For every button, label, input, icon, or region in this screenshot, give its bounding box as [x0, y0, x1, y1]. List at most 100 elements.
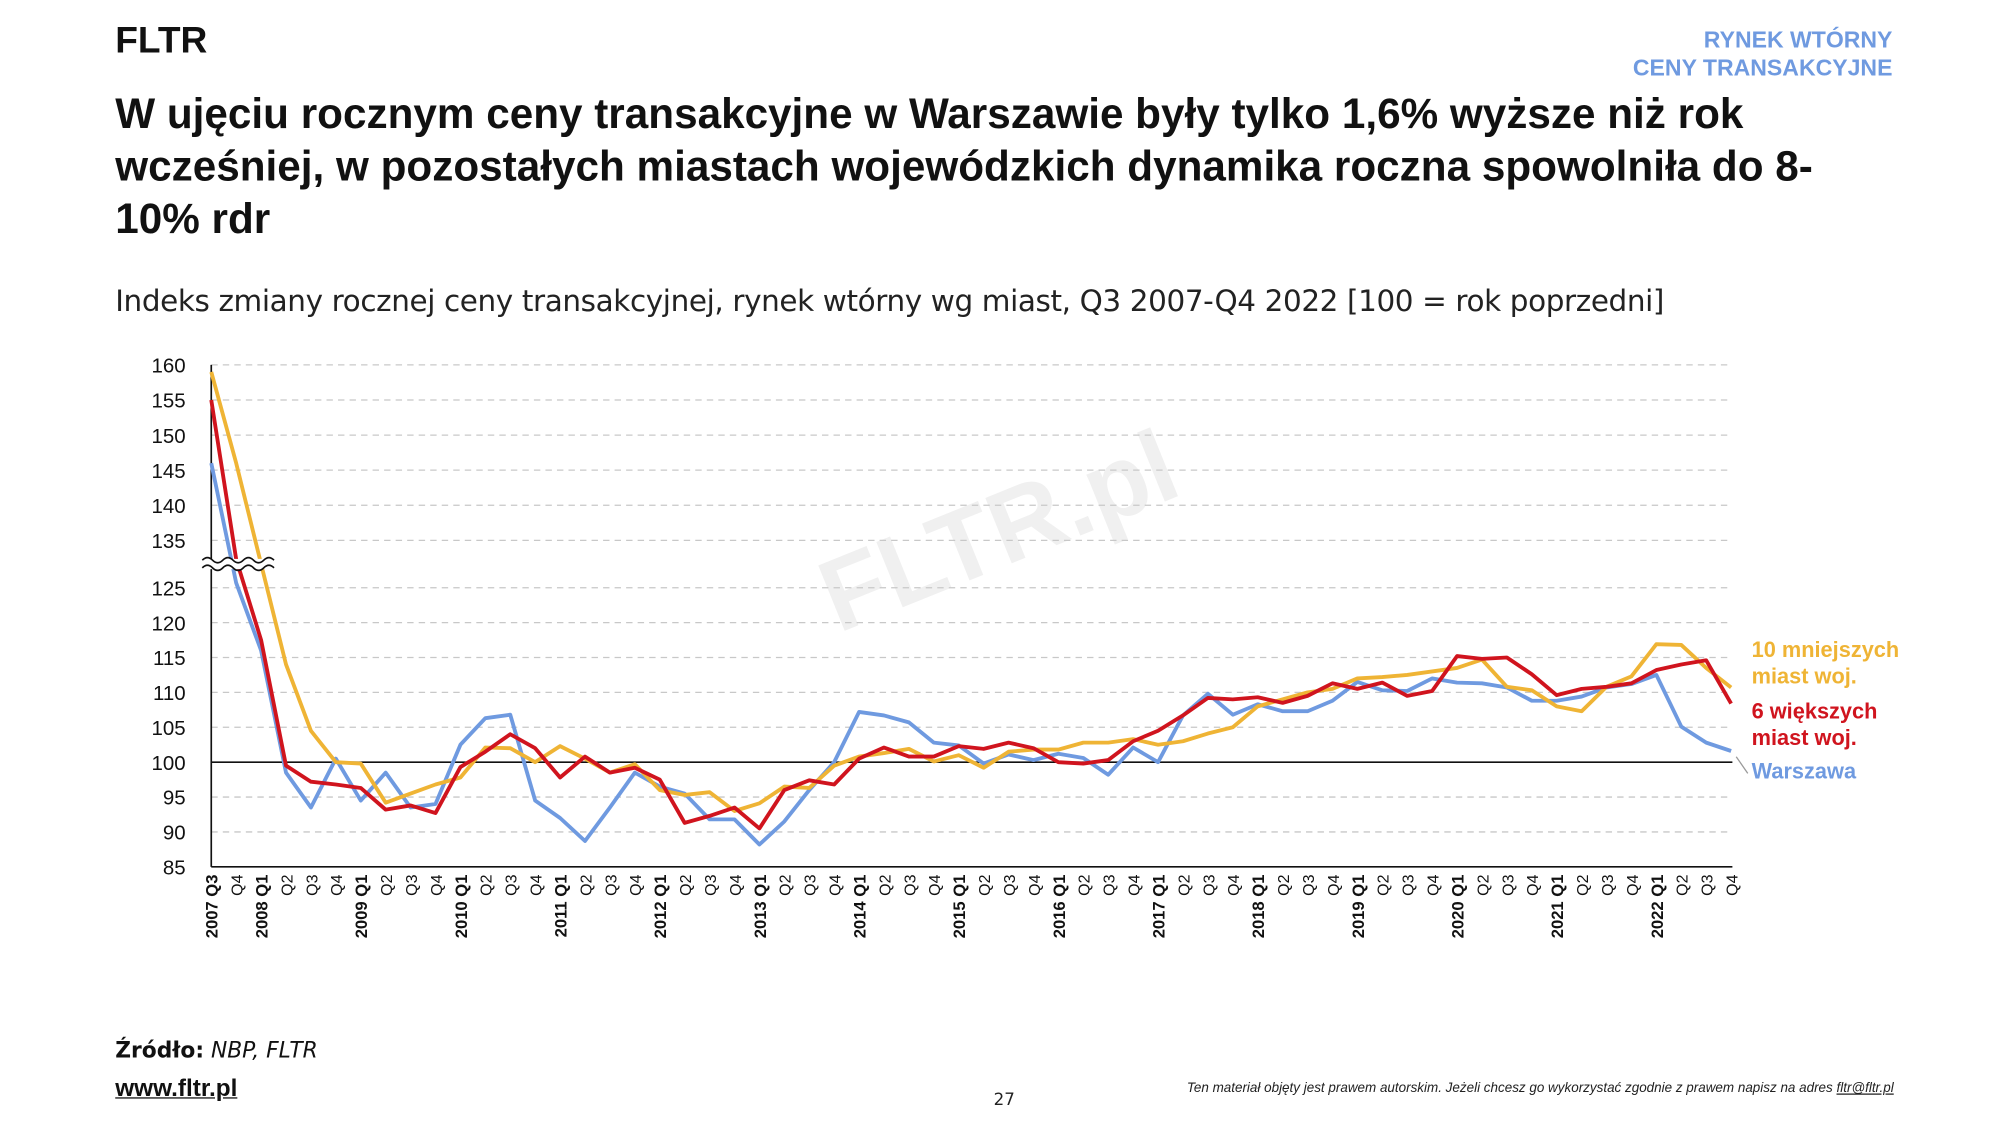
x-tick-label: Q2: [1475, 874, 1492, 895]
y-tick-label: 135: [152, 530, 186, 553]
axis-break: [201, 564, 275, 572]
section-line: RYNEK WTÓRNY: [1703, 26, 1893, 53]
x-tick-label: 2021 Q1: [1548, 875, 1567, 939]
x-tick-label: Q2: [1575, 874, 1592, 895]
email[interactable]: fltr@fltr.pl: [1836, 1080, 1894, 1097]
x-tick-label: Q4: [927, 874, 944, 895]
website[interactable]: www.fltr.pl: [115, 1075, 238, 1103]
x-tick-label: Q4: [1326, 874, 1343, 895]
x-tick-label: 2015 Q1: [950, 875, 969, 939]
watermark: FLTR.pl: [804, 407, 1193, 654]
section-label: RYNEK WTÓRNY CENY TRANSAKCYJNE: [1633, 26, 1893, 82]
x-tick-label: Q4: [728, 874, 745, 895]
x-tick-label: Q4: [329, 874, 346, 895]
x-tick-label: Q3: [1301, 874, 1318, 895]
y-tick-label: 145: [152, 460, 186, 483]
x-tick-label: Q4: [828, 874, 845, 895]
x-tick-label: Q3: [902, 874, 919, 895]
x-tick-label: Q4: [1226, 874, 1243, 895]
x-tick-label: Q3: [1102, 874, 1119, 895]
x-tick-label: Q4: [230, 874, 247, 895]
source-label: Źródło:: [115, 1038, 205, 1065]
y-tick-label: 150: [152, 425, 186, 448]
x-tick-label: Q3: [603, 874, 620, 895]
x-tick-label: 2011 Q1: [551, 875, 570, 938]
legend-label: Warszawa: [1751, 759, 1857, 784]
x-tick-label: 2016 Q1: [1050, 875, 1069, 939]
copyright: Ten materiał objęty jest prawem autorski…: [1187, 1081, 1894, 1096]
y-tick-label: 140: [152, 495, 186, 518]
x-tick-label: Q3: [1700, 874, 1717, 895]
series-line: [209, 462, 1732, 847]
x-tick-label: Q2: [1376, 874, 1393, 895]
subtitle: Indeks zmiany rocznej ceny transakcyjnej…: [115, 285, 1665, 319]
x-tick-label: Q2: [877, 874, 894, 895]
x-tick-label: 2013 Q1: [751, 875, 770, 939]
source: Źródło: NBP, FLTR: [115, 1038, 318, 1064]
x-tick-label: 2020 Q1: [1448, 875, 1467, 939]
x-tick-label: Q3: [1600, 874, 1617, 895]
x-tick-label: Q2: [977, 874, 994, 895]
y-tick-label: 105: [152, 717, 186, 740]
axis-break-band: [202, 558, 275, 570]
x-tick-label: Q3: [1002, 874, 1019, 895]
x-tick-label: Q2: [578, 874, 595, 895]
x-tick-label: Q4: [429, 874, 446, 895]
x-tick-label: 2012 Q1: [651, 875, 670, 939]
x-tick-label: Q4: [1027, 874, 1044, 895]
x-tick-label: Q4: [1725, 874, 1742, 895]
x-tick-label: Q3: [703, 874, 720, 895]
x-tick-label: Q2: [1176, 874, 1193, 895]
section-line: CENY TRANSAKCYJNE: [1632, 55, 1893, 81]
x-tick-label: Q4: [628, 874, 645, 895]
x-tick-label: 2022 Q1: [1648, 875, 1667, 939]
y-tick-label: 160: [152, 355, 186, 378]
x-tick-label: Q3: [803, 874, 820, 895]
x-tick-label: Q2: [678, 874, 695, 895]
x-tick-label: Q2: [479, 874, 496, 895]
x-tick-label: Q3: [1201, 874, 1218, 895]
axis-break: [201, 556, 275, 564]
brand: FLTR: [115, 20, 208, 62]
x-tick-label: Q2: [1675, 874, 1692, 895]
x-tick-label: Q2: [379, 874, 396, 895]
series-line: [209, 399, 1733, 831]
title: W ujęciu rocznym ceny transakcyjne w War…: [115, 89, 1813, 242]
y-tick-label: 115: [153, 647, 186, 670]
series-line: [209, 371, 1733, 813]
y-tick-label: 100: [152, 752, 186, 775]
x-tick-label: Q2: [778, 874, 795, 895]
x-tick-label: Q4: [529, 874, 546, 895]
x-tick-label: Q4: [1525, 874, 1542, 895]
source-text: NBP, FLTR: [210, 1038, 318, 1065]
x-tick-label: Q3: [1500, 874, 1517, 895]
copyright-text: Ten materiał objęty jest prawem autorski…: [1186, 1080, 1837, 1097]
x-tick-label: Q2: [1077, 874, 1094, 895]
x-tick-label: Q3: [404, 874, 421, 895]
y-tick-label: 125: [152, 577, 186, 600]
x-tick-label: Q3: [1401, 874, 1418, 895]
y-tick-label: 85: [163, 857, 186, 880]
y-tick-label: 120: [152, 612, 186, 635]
y-tick-label: 155: [152, 390, 186, 413]
x-tick-label: Q2: [1276, 874, 1293, 895]
page-number: 27: [993, 1090, 1015, 1111]
x-tick-label: Q3: [304, 874, 321, 895]
x-tick-label: 2010 Q1: [452, 875, 471, 939]
x-tick-label: 2014 Q1: [850, 875, 869, 939]
x-tick-label: Q4: [1625, 874, 1642, 895]
x-tick-label: 2019 Q1: [1349, 875, 1368, 939]
x-tick-label: 2017 Q1: [1149, 875, 1168, 939]
x-tick-label: 2008 Q1: [253, 875, 272, 939]
y-tick-label: 110: [153, 682, 186, 705]
x-tick-label: Q4: [1426, 874, 1443, 895]
x-tick-label: 2009 Q1: [352, 875, 371, 939]
legend-leader: [1735, 756, 1749, 774]
x-tick-label: Q3: [504, 874, 521, 895]
y-tick-label: 90: [163, 822, 186, 845]
legend-label: 6 większych miast woj.: [1751, 699, 1878, 751]
x-tick-label: Q4: [1127, 874, 1144, 895]
y-tick-label: 95: [163, 787, 186, 810]
